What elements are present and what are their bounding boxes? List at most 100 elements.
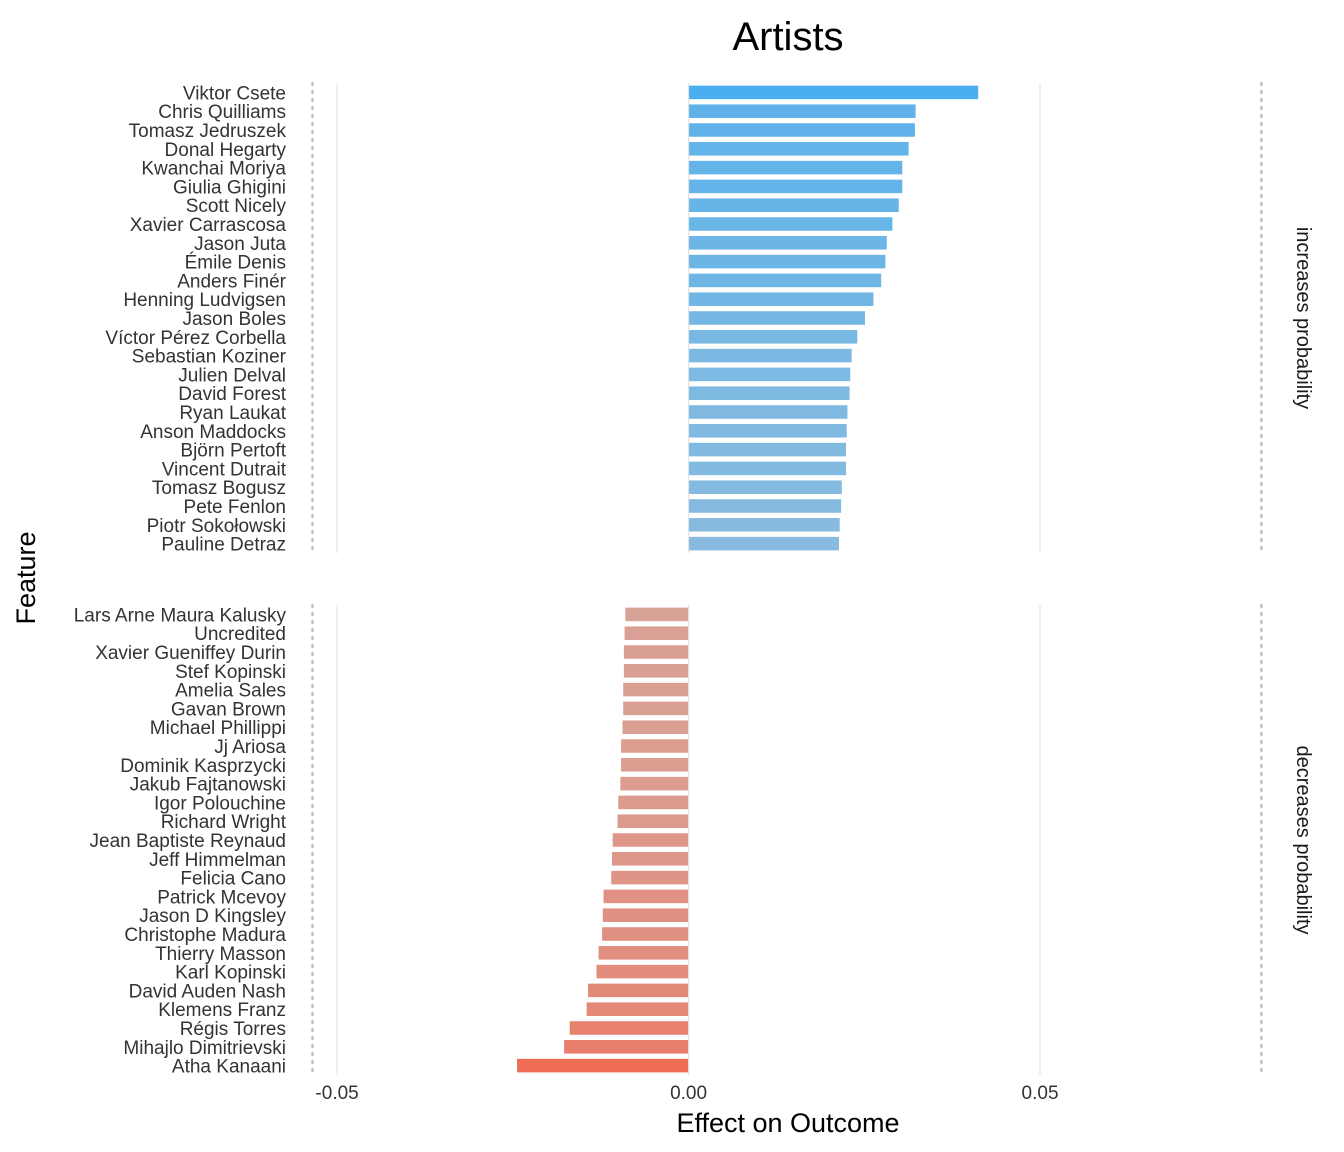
bar-decrease-0	[625, 607, 689, 622]
y-tick-label: Pete Fenlon	[184, 497, 286, 518]
bar-decrease-23	[564, 1040, 689, 1054]
y-tick-label: Patrick Mcevoy	[157, 887, 286, 908]
y-tick-label: Tomasz Jedruszek	[129, 121, 287, 142]
y-tick-label: Amelia Sales	[175, 681, 286, 702]
y-tick-label: Viktor Csete	[183, 83, 286, 104]
y-tick-label: Émile Denis	[185, 253, 286, 274]
bar-increase-2	[689, 123, 915, 137]
bar-decrease-3	[623, 664, 689, 678]
x-tick-label: 0.00	[670, 1083, 707, 1104]
y-tick-label: Jason Juta	[194, 234, 286, 255]
y-tick-label: Igor Polouchine	[154, 793, 286, 814]
bar-decrease-21	[586, 1002, 689, 1016]
y-tick-label: Tomasz Bogusz	[152, 478, 286, 499]
y-tick-label: Giulia Ghigini	[173, 177, 286, 198]
bar-increase-7	[689, 217, 893, 231]
bar-decrease-2	[623, 645, 689, 659]
bar-increase-22	[689, 499, 842, 513]
bar-increase-0	[689, 85, 979, 100]
grid-layer	[311, 81, 1263, 1077]
y-tick-label: David Auden Nash	[129, 981, 286, 1002]
bar-increase-11	[689, 292, 874, 306]
y-tick-label: Donal Hegarty	[165, 140, 287, 161]
bar-increase-20	[689, 461, 847, 476]
bar-decrease-8	[621, 758, 689, 772]
bar-decrease-6	[622, 720, 689, 734]
bar-increase-14	[689, 348, 852, 363]
y-tick-label: Gavan Brown	[171, 699, 286, 720]
bar-layer	[517, 85, 979, 1073]
y-tick-label: Jean Baptiste Reynaud	[90, 831, 286, 852]
bar-decrease-24	[517, 1058, 689, 1073]
y-tick-label: Vincent Dutrait	[162, 459, 287, 480]
bar-increase-12	[689, 311, 866, 325]
bar-increase-21	[689, 480, 842, 494]
y-tick-label: Dominik Kasprzycki	[120, 756, 286, 777]
y-tick-label: Henning Ludvigsen	[123, 290, 286, 311]
y-tick-label: Karl Kopinski	[175, 963, 286, 984]
bar-decrease-10	[618, 795, 689, 810]
y-tick-label: Stef Kopinski	[175, 662, 286, 683]
y-tick-label: Thierry Masson	[155, 944, 286, 965]
y-tick-label: Ryan Laukat	[179, 403, 286, 424]
y-tick-label: Lars Arne Maura Kalusky	[74, 605, 287, 626]
bar-increase-8	[689, 236, 887, 250]
y-tick-label: Anson Maddocks	[140, 422, 286, 443]
y-tick-label: Scott Nicely	[186, 196, 287, 217]
bar-increase-24	[689, 536, 840, 551]
y-tick-label: Christophe Madura	[124, 925, 286, 946]
y-tick-label: Régis Torres	[180, 1019, 286, 1040]
bar-decrease-12	[612, 833, 689, 847]
bar-decrease-18	[598, 946, 689, 960]
x-tick-label: 0.05	[1022, 1083, 1059, 1104]
bar-increase-1	[689, 104, 916, 118]
y-tick-label: Pauline Detraz	[161, 535, 286, 556]
y-tick-label: Felicia Cano	[180, 869, 286, 890]
y-tick-label: David Forest	[178, 384, 286, 405]
bar-increase-18	[689, 424, 847, 438]
chart-title: Artists	[732, 15, 843, 59]
y-tick-label: Anders Finér	[177, 271, 286, 292]
bar-increase-17	[689, 405, 848, 419]
bar-decrease-17	[602, 927, 689, 941]
bar-increase-23	[689, 518, 840, 532]
y-tick-label: Víctor Pérez Corbella	[105, 328, 286, 349]
bar-increase-10	[689, 273, 882, 288]
bar-decrease-9	[620, 776, 689, 791]
bar-decrease-4	[623, 682, 689, 697]
bar-decrease-15	[603, 889, 689, 904]
x-tick-label: -0.05	[315, 1083, 358, 1104]
bar-increase-4	[689, 160, 903, 175]
y-axis-title: Feature	[11, 531, 41, 624]
y-tick-label: Chris Quilliams	[158, 102, 286, 123]
bar-decrease-7	[621, 739, 689, 753]
bar-decrease-19	[596, 964, 689, 979]
bar-decrease-5	[623, 701, 689, 716]
x-axis-title: Effect on Outcome	[676, 1108, 899, 1138]
bar-increase-3	[689, 142, 909, 156]
y-tick-label: Atha Kanaani	[172, 1057, 286, 1078]
y-tick-label: Jason Boles	[182, 309, 286, 330]
bar-decrease-22	[569, 1021, 689, 1035]
bar-decrease-14	[611, 870, 689, 885]
y-tick-label: Klemens Franz	[158, 1000, 286, 1021]
bar-increase-19	[689, 442, 847, 457]
y-tick-label: Jeff Himmelman	[149, 850, 286, 871]
bar-decrease-20	[588, 983, 689, 998]
bar-increase-5	[689, 179, 903, 194]
panel-strip-label: increases probability	[1292, 227, 1314, 409]
y-tick-label: Kwanchai Moriya	[141, 159, 286, 180]
y-tick-label: Sebastian Koziner	[132, 347, 287, 368]
y-tick-label: Uncredited	[194, 624, 286, 645]
bar-decrease-11	[617, 814, 689, 828]
y-tick-label: Jj Ariosa	[214, 737, 286, 758]
bar-increase-6	[689, 198, 899, 212]
bar-decrease-16	[602, 908, 689, 922]
bar-decrease-13	[611, 852, 689, 866]
y-tick-label: Björn Pertoft	[180, 441, 286, 462]
bar-decrease-1	[624, 626, 689, 640]
bar-increase-16	[689, 386, 850, 400]
bar-increase-9	[689, 254, 886, 269]
